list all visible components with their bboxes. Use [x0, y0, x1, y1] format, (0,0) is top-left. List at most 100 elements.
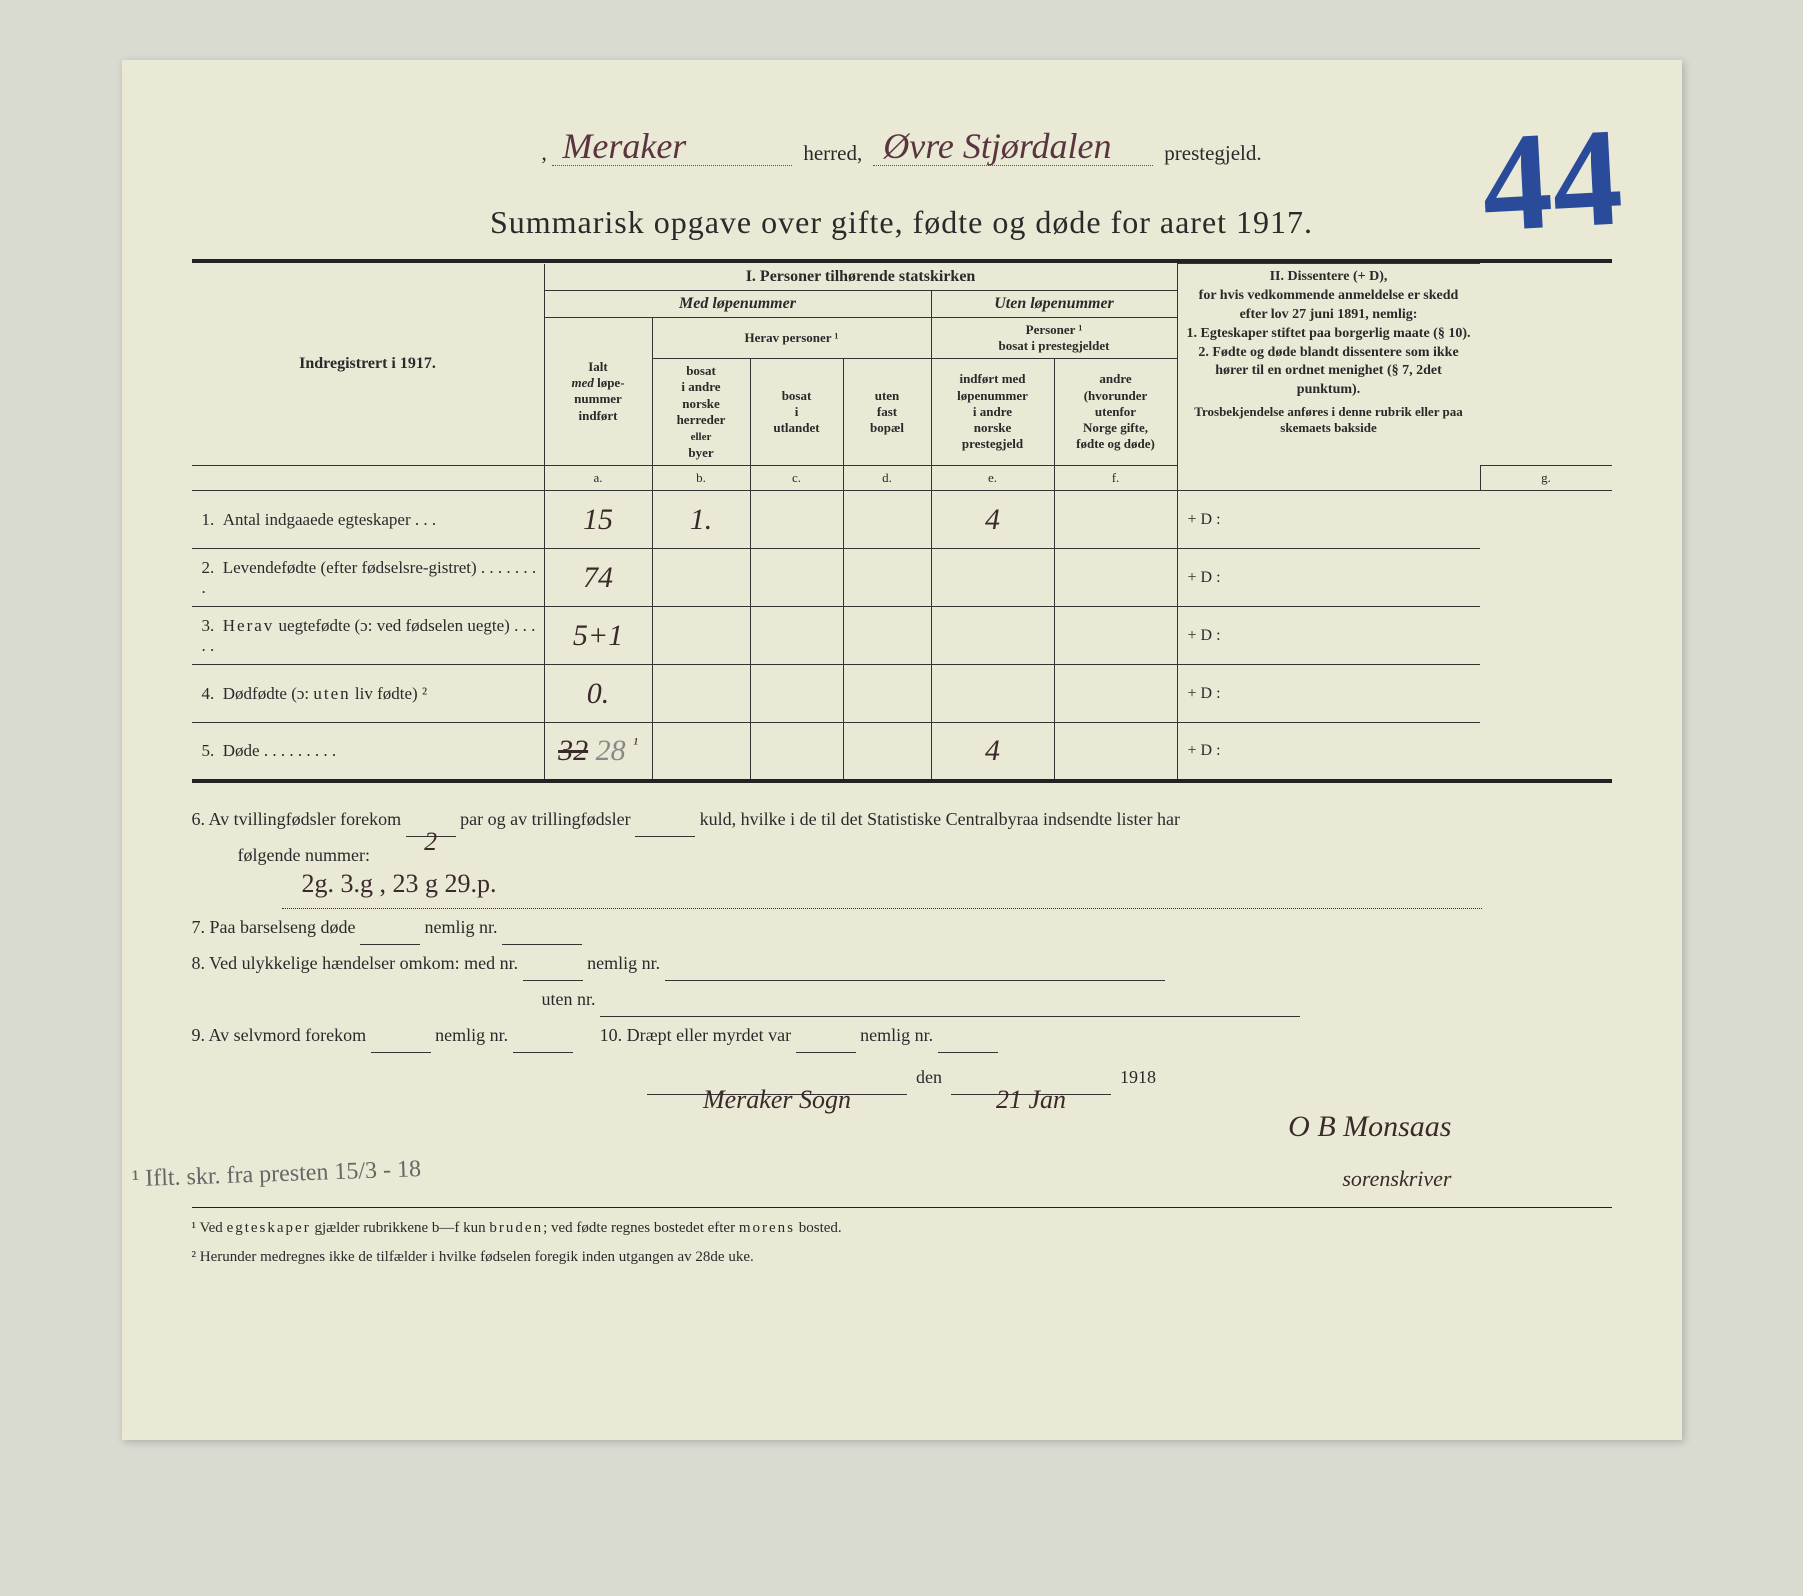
q9-f1 — [371, 1030, 431, 1053]
r5-b — [652, 723, 750, 781]
row4-label: 4. Dødfødte (ɔ: uten liv fødte) ² — [192, 665, 545, 723]
II-pt1: 1. Egteskaper stiftet paa borgerlig maat… — [1184, 325, 1474, 344]
herred-field: Meraker — [552, 143, 792, 166]
col-indreg: Indregistrert i 1917. — [192, 264, 545, 466]
r2-e — [931, 549, 1054, 607]
row3-label: 3. Herav uegtefødte (ɔ: ved fødselen ueg… — [192, 607, 545, 665]
col-f-head: andre(hvorunderutenforNorge gifte,fødte … — [1054, 359, 1177, 466]
q9-f2 — [513, 1030, 573, 1053]
q9-q10: 9. Av selvmord forekom nemlig nr. 10. Dr… — [192, 1017, 1612, 1053]
document-page: 44 , Meraker herred, Øvre Stjørdalen pre… — [122, 60, 1682, 1440]
r2-a: 74 — [544, 549, 652, 607]
r2-f — [1054, 549, 1177, 607]
herav-head: Herav personer ¹ — [652, 317, 931, 359]
herred-label: herred, — [803, 141, 862, 165]
II-note: Trosbekjendelse anføres i denne rubrik e… — [1184, 404, 1474, 437]
section-II: II. Dissentere (+ D), for hvis vedkommen… — [1177, 264, 1480, 491]
II-pt2: 2. Fødte og døde blandt dissentere som i… — [1184, 344, 1474, 401]
herred-value: Meraker — [562, 125, 686, 167]
q8-f2 — [665, 958, 1165, 981]
bottom-section: 6. Av tvillingfødsler forekom 2 par og a… — [192, 801, 1612, 1201]
lbl-b: b. — [652, 466, 750, 491]
q8: 8. Ved ulykkelige hændelser omkom: med n… — [192, 945, 1612, 981]
r1-c — [750, 491, 843, 549]
r2-d — [843, 549, 931, 607]
r4-d — [843, 665, 931, 723]
r3-e — [931, 607, 1054, 665]
col-c-head: bosatiutlandet — [750, 359, 843, 466]
r5-f — [1054, 723, 1177, 781]
r1-e: 4 — [931, 491, 1054, 549]
r3-c — [750, 607, 843, 665]
II-line1: for hvis vedkommende anmeldelse er skedd… — [1184, 287, 1474, 325]
uten-lope: Uten løpenummer — [931, 290, 1177, 317]
r2-b — [652, 549, 750, 607]
page-title: Summarisk opgave over gifte, fødte og dø… — [192, 204, 1612, 241]
q7-field1 — [360, 922, 420, 945]
personer-head: Personer ¹bosat i prestegjeldet — [931, 317, 1177, 359]
r4-f — [1054, 665, 1177, 723]
lbl-c: c. — [750, 466, 843, 491]
footnote1: ¹ Ved egteskaper gjælder rubrikkene b—f … — [192, 1218, 1612, 1239]
q6: 6. Av tvillingfødsler forekom 2 par og a… — [192, 801, 1612, 837]
r1-g: + D : — [1177, 491, 1480, 549]
med-lope: Med løpenummer — [544, 290, 931, 317]
row5-label: 5. Døde . . . . . . . . . — [192, 723, 545, 781]
footnote2: ² Herunder medregnes ikke de tilfælder i… — [192, 1247, 1612, 1268]
page-number-handwritten: 44 — [1477, 96, 1625, 264]
prestegjeld-label: prestegjeld. — [1164, 141, 1261, 165]
r4-e — [931, 665, 1054, 723]
r4-b — [652, 665, 750, 723]
triplet-field — [635, 814, 695, 837]
q10-f1 — [796, 1030, 856, 1053]
q7: 7. Paa barselseng døde nemlig nr. — [192, 909, 1612, 945]
r5-g: + D : — [1177, 723, 1480, 781]
main-table: Indregistrert i 1917. I. Personer tilhør… — [192, 263, 1612, 783]
q7-field2 — [502, 922, 582, 945]
r2-c — [750, 549, 843, 607]
twin-pairs: 2 — [424, 827, 437, 856]
lbl-d: d. — [843, 466, 931, 491]
header-line: , Meraker herred, Øvre Stjørdalen preste… — [192, 140, 1612, 166]
r5-d — [843, 723, 931, 781]
section-I-title: I. Personer tilhørende statskirken — [544, 264, 1177, 291]
r1-b: 1. — [652, 491, 750, 549]
r3-b — [652, 607, 750, 665]
signature-hw: O B Monsaas — [1288, 1110, 1451, 1143]
date-hw: 21 Jan — [996, 1085, 1066, 1114]
row2-label: 2. Levendefødte (efter fødselsre-gistret… — [192, 549, 545, 607]
r4-a: 0. — [544, 665, 652, 723]
r3-g: + D : — [1177, 607, 1480, 665]
lbl-g: g. — [1480, 466, 1612, 491]
q8-f3 — [600, 994, 1300, 1017]
r5-e: 4 — [931, 723, 1054, 781]
r3-a: 5+1 — [544, 607, 652, 665]
r4-g: + D : — [1177, 665, 1480, 723]
lbl-f: f. — [1054, 466, 1177, 491]
r4-c — [750, 665, 843, 723]
q8-f1 — [523, 958, 583, 981]
r1-d — [843, 491, 931, 549]
list-numbers-hw: 2g. 3.g , 23 g 29.p. — [302, 858, 497, 910]
lbl-e: e. — [931, 466, 1054, 491]
r3-f — [1054, 607, 1177, 665]
r3-d — [843, 607, 931, 665]
prestegjeld-value: Øvre Stjørdalen — [883, 125, 1111, 167]
lbl-a: a. — [544, 466, 652, 491]
r1-f — [1054, 491, 1177, 549]
r1-a: 15 — [544, 491, 652, 549]
row1-label: 1. Antal indgaaede egteskaper . . . — [192, 491, 545, 549]
date-line: Meraker Sogn den 21 Jan 1918 — [192, 1059, 1612, 1095]
r5-a: 32 28 ¹ — [544, 723, 652, 781]
r5-c — [750, 723, 843, 781]
signature-role-hw: sorenskriver — [1342, 1166, 1451, 1191]
q8c: uten nr. — [192, 981, 1612, 1017]
prestegjeld-field: Øvre Stjørdalen — [873, 143, 1153, 166]
footnote-rule — [192, 1207, 1612, 1208]
col-e-head: indført medløpenummeri andrenorskepreste… — [931, 359, 1054, 466]
q6-nums: 2g. 3.g , 23 g 29.p. — [192, 873, 1612, 909]
col-b-head: bosati andrenorskeherrederellerbyer — [652, 359, 750, 466]
col-d-head: utenfastbopæl — [843, 359, 931, 466]
r2-g: + D : — [1177, 549, 1480, 607]
II-title: II. Dissentere (+ D), — [1184, 268, 1474, 287]
